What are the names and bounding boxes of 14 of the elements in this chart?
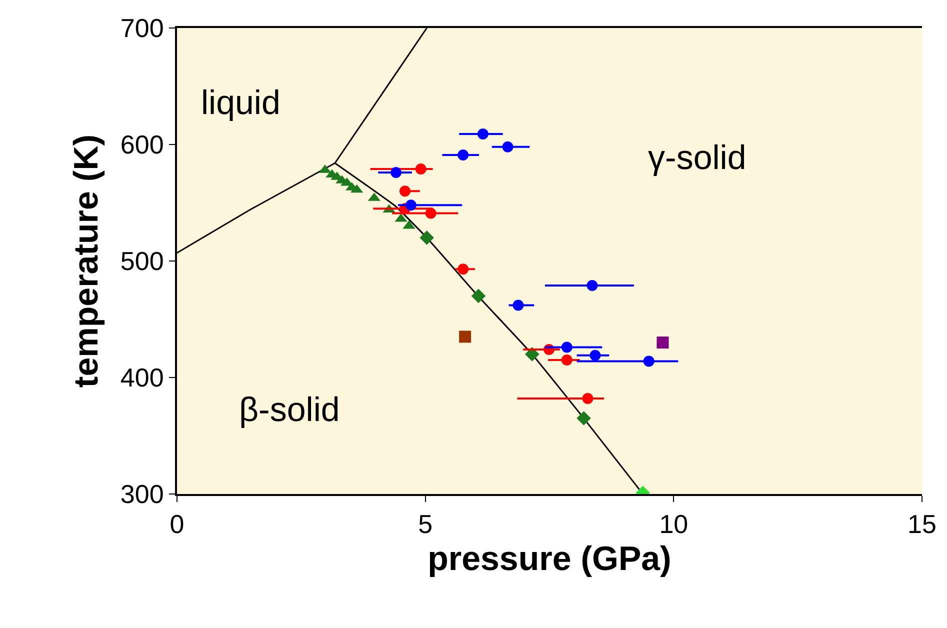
x-tick-label: 0 — [170, 509, 184, 540]
x-axis-title: pressure (GPa) — [428, 540, 672, 578]
y-tick-label: 400 — [120, 362, 164, 393]
y-tick-label: 600 — [120, 130, 164, 160]
y-tick-label: 300 — [120, 479, 164, 510]
x-tick-label: 10 — [659, 509, 688, 540]
x-tick-label: 15 — [908, 509, 936, 540]
x-tick-label: 5 — [418, 509, 433, 540]
annotation: liquid — [201, 84, 280, 122]
y-tick-label: 700 — [120, 13, 164, 44]
annotation: β-solid — [239, 391, 340, 429]
y-axis-title: temperature (K) — [68, 134, 106, 388]
y-tick-label: 500 — [120, 246, 164, 276]
annotation: γ-solid — [648, 139, 746, 177]
